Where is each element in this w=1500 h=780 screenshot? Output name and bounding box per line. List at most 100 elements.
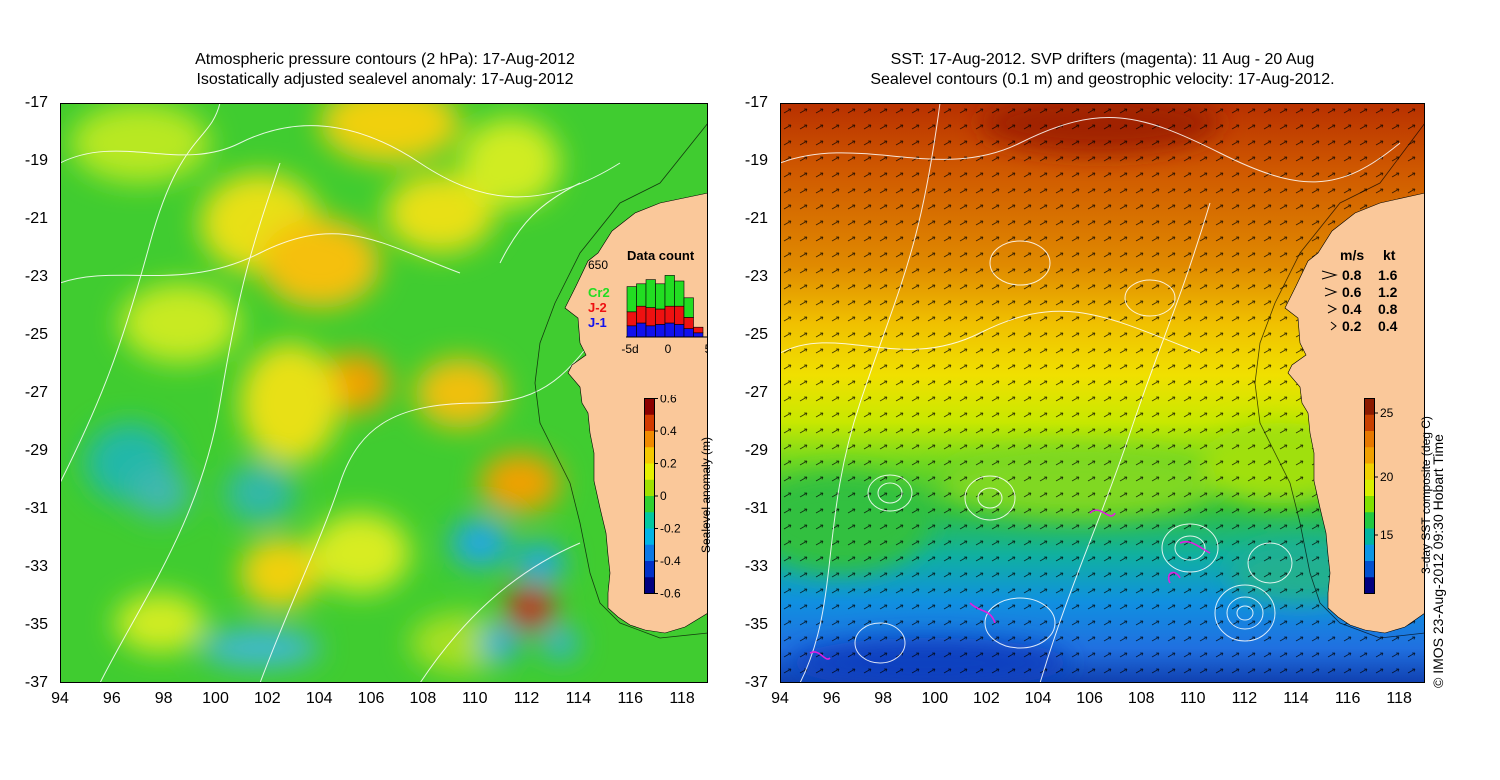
lon-tick-left: 100 xyxy=(202,690,229,707)
left-colorbar-segment xyxy=(645,512,654,529)
lon-tick-left: 106 xyxy=(357,690,385,707)
data-count-bar-j1 xyxy=(655,324,666,338)
lon-tick-left: 102 xyxy=(254,690,281,707)
sealevel-contour xyxy=(1226,596,1264,630)
left-colorbar: 0.6 0.4 0.2 0 -0.2 -0.4 -0.6 Sealevel anomaly … xyxy=(644,395,713,601)
right-colorbar-segment xyxy=(1365,528,1374,546)
velocity-scale-arrow xyxy=(1321,270,1338,280)
left-colorbar-segment xyxy=(645,447,654,464)
right-colorbar-segment xyxy=(1365,512,1374,529)
left-colorbar-segment xyxy=(645,431,654,448)
data-count-bar-cr2 xyxy=(636,283,647,307)
lon-tick-left: 112 xyxy=(513,690,540,707)
lat-tick-right: -37 xyxy=(744,674,768,691)
data-count-bar-j2 xyxy=(693,326,704,334)
right-colorbar-segment xyxy=(1365,577,1374,594)
right-title-line1: SST: 17-Aug-2012. SVP drifters (magenta)… xyxy=(890,51,1315,68)
lat-tick-left: -27 xyxy=(24,384,48,401)
data-count-bar-j1 xyxy=(626,325,637,338)
sealevel-contour xyxy=(854,622,906,664)
data-count-bar-j2 xyxy=(655,308,666,325)
lat-tick-left: -33 xyxy=(24,558,48,575)
lat-tick-right: -19 xyxy=(744,152,768,169)
left-title-line2: Isostatically adjusted sealevel anomaly:… xyxy=(196,71,574,88)
velocity-legend-kt-value: 1.2 xyxy=(1378,284,1398,300)
lon-tick-left: 94 xyxy=(51,690,69,707)
pressure-contour xyxy=(499,182,581,264)
data-count-bar-j1 xyxy=(693,332,704,338)
lat-tick-right: -33 xyxy=(744,558,768,575)
lon-tick-left: 114 xyxy=(565,690,592,707)
left-colorbar-tick-label: -0.2 xyxy=(660,522,681,536)
data-count-bar-cr2 xyxy=(664,275,675,307)
data-count-bars xyxy=(626,275,704,338)
lat-tick-right: -17 xyxy=(744,94,768,111)
lat-tick-right: -21 xyxy=(744,210,768,227)
left-colorbar-segment xyxy=(645,528,654,546)
svp-drifter-track xyxy=(969,602,996,624)
velocity-scale-arrow xyxy=(1327,304,1338,314)
velocity-legend-ms-value: 0.4 xyxy=(1342,301,1362,317)
data-count-bar-cr2 xyxy=(683,297,694,318)
right-land-australia xyxy=(1284,192,1425,634)
velocity-legend-ms-value: 0.2 xyxy=(1342,318,1362,334)
right-panel-title: SST: 17-Aug-2012. SVP drifters (magenta)… xyxy=(780,50,1425,90)
lat-tick-right: -27 xyxy=(744,384,768,401)
lat-tick-left: -25 xyxy=(24,326,48,343)
lat-tick-left: -35 xyxy=(24,616,48,633)
right-colorbar-segment xyxy=(1365,447,1374,464)
lat-tick-left: -31 xyxy=(24,500,48,517)
right-colorbar-tick-label: 15 xyxy=(1380,528,1394,542)
left-colorbar-segment xyxy=(645,479,654,497)
data-count-legend-j-1: J-1 xyxy=(588,315,607,330)
velocity-legend-ms-header: m/s xyxy=(1340,247,1364,263)
data-count-legend-cr2: Cr2 xyxy=(588,285,610,300)
svp-drifter-track xyxy=(809,651,831,660)
left-colorbar-segment xyxy=(645,577,654,594)
svp-drifter-track xyxy=(1167,571,1181,584)
velocity-legend-kt-value: 0.8 xyxy=(1378,301,1398,317)
pressure-contour xyxy=(60,233,461,284)
left-colorbar-tick-label: 0.6 xyxy=(660,395,677,406)
data-count-bar-j2 xyxy=(626,311,637,327)
data-count-bar-j1 xyxy=(636,322,647,338)
left-colorbar-segment xyxy=(645,496,654,513)
left-map-frame xyxy=(60,103,708,683)
sealevel-contour xyxy=(1174,535,1206,561)
sealevel-contour xyxy=(977,487,1003,509)
lon-tick-right: 94 xyxy=(771,690,789,707)
left-colorbar-tick-label: -0.6 xyxy=(660,587,681,601)
lon-tick-right: 96 xyxy=(822,690,841,707)
right-sst-map: m/s kt 0.8 1.60.6 1.20.4 0.80.2 0.4 xyxy=(780,103,1425,683)
velocity-legend: m/s kt 0.8 1.60.6 1.20.4 0.80.2 0.4 xyxy=(1321,247,1398,334)
data-count-bar-j1 xyxy=(664,322,675,338)
lon-tick-right: 98 xyxy=(874,690,893,707)
sealevel-contour xyxy=(1236,605,1254,621)
data-count-xtick: -5d xyxy=(621,342,638,356)
right-colorbar-segment xyxy=(1365,544,1374,562)
velocity-legend-kt-value: 0.4 xyxy=(1378,318,1398,334)
sealevel-contour xyxy=(1161,523,1219,573)
sealevel-contour xyxy=(877,482,903,504)
lon-tick-right: 112 xyxy=(1231,690,1258,707)
data-count-bar-cr2 xyxy=(655,283,666,310)
sealevel-contour xyxy=(867,474,913,512)
sealevel-contour xyxy=(780,117,1401,183)
data-count-title: Data count xyxy=(627,248,695,263)
right-title-line2: Sealevel contours (0.1 m) and geostrophi… xyxy=(870,71,1335,88)
lon-tick-right: 106 xyxy=(1076,690,1103,707)
sealevel-contour xyxy=(989,240,1051,286)
lon-tick-right: 104 xyxy=(1024,690,1052,707)
data-count-xtick: 5 xyxy=(705,342,708,356)
sealevel-contour xyxy=(1124,279,1176,317)
lat-tick-right: -35 xyxy=(744,616,768,633)
left-colorbar-tick-label: 0 xyxy=(660,489,667,503)
right-colorbar-tick-label: 20 xyxy=(1380,470,1394,484)
lat-tick-left: -21 xyxy=(24,210,48,227)
lat-tick-left: -29 xyxy=(24,442,48,459)
data-count-legend-j-2: J-2 xyxy=(588,300,607,315)
right-colorbar-segment xyxy=(1365,496,1374,513)
sealevel-contour xyxy=(1247,542,1293,584)
svp-drifter-track xyxy=(1089,509,1116,517)
